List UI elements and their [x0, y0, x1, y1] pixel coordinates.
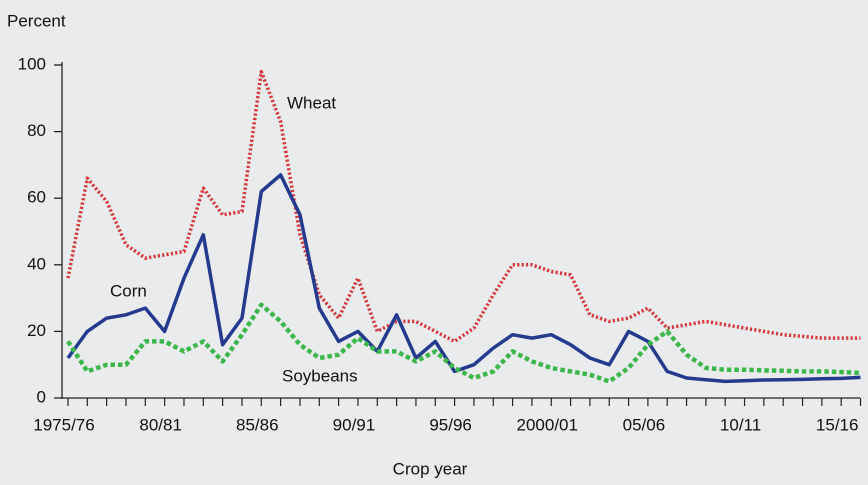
y-tick-label: 100: [18, 54, 46, 73]
x-tick-label: 1975/76: [33, 415, 94, 434]
y-axis-label: Percent: [7, 11, 66, 30]
series-line: [66, 302, 861, 384]
x-tick-label: 80/81: [139, 415, 182, 434]
series-label: Soybeans: [282, 366, 358, 385]
series-label: Corn: [110, 281, 147, 300]
y-tick-label: 60: [27, 188, 46, 207]
series-line: [66, 173, 861, 384]
x-tick-label: 95/96: [429, 415, 472, 434]
x-tick-label: 10/11: [720, 415, 761, 434]
series-label: Wheat: [287, 93, 336, 112]
y-tick-label: 40: [27, 254, 46, 273]
x-axis-label: Crop year: [393, 459, 468, 478]
y-tick-label: 0: [37, 387, 46, 406]
x-tick-label: 15/16: [816, 415, 859, 434]
x-tick-label: 90/91: [333, 415, 376, 434]
y-tick-label: 20: [27, 321, 46, 340]
x-tick-label: 85/86: [236, 415, 279, 434]
y-tick-label: 80: [27, 121, 46, 140]
x-tick-label: 05/06: [623, 415, 666, 434]
x-tick-label: 2000/01: [517, 415, 578, 434]
series-line: [66, 69, 861, 344]
